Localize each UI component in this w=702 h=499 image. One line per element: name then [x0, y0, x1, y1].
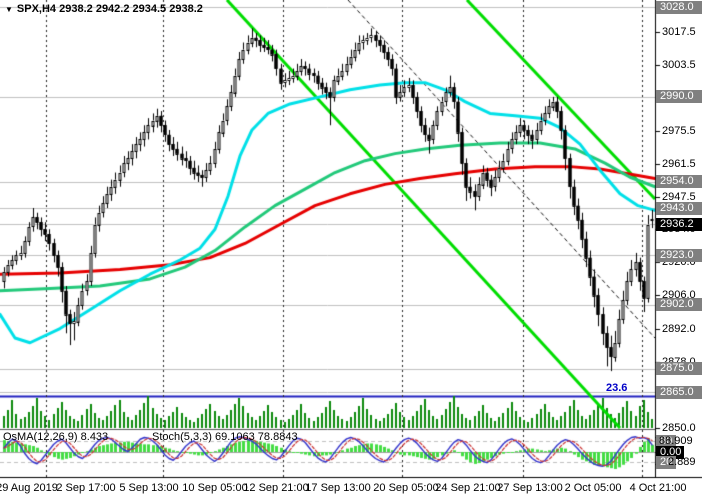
chart-window: ▼ SPX,H4 2938.2 2942.2 2934.5 2938.2 OsMA…	[0, 0, 702, 499]
price-chart-canvas[interactable]	[0, 0, 702, 499]
